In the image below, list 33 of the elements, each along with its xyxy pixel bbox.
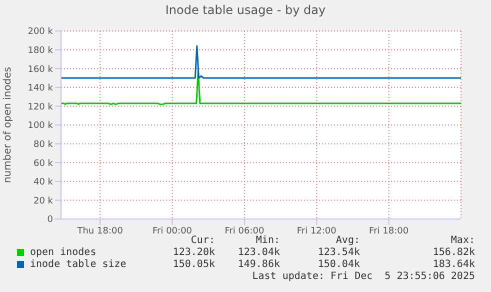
text: Last update: Fri Dec 5 23:55:06 2025 (252, 271, 475, 282)
text: 123.20k (172, 247, 215, 258)
text: Avg: (336, 235, 360, 246)
legend-label: inode table size (30, 259, 126, 270)
y-tick-label: 100 k (28, 121, 54, 132)
y-axis-title: number of open inodes (2, 66, 14, 184)
text: Cur: (190, 235, 215, 246)
text: 150.04k (318, 259, 360, 270)
text: 156.82k (432, 247, 475, 258)
y-tick-label: 180 k (28, 46, 54, 56)
y-tick-label: 120 k (28, 102, 54, 112)
y-tick-label: 200 k (28, 27, 54, 38)
y-tick-label: 160 k (28, 64, 54, 75)
text: 150.05k (172, 259, 215, 270)
text: 123.04k (238, 247, 280, 258)
x-tick-label: Thu 18:00 (76, 226, 124, 236)
y-tick-label: 60 k (33, 158, 54, 169)
x-tick-label: Fri 18:00 (369, 226, 409, 236)
x-tick-label: Fri 12:00 (296, 226, 337, 236)
x-tick-label: Fri 00:00 (152, 226, 192, 236)
y-tick-label: 40 k (33, 178, 54, 188)
y-tick-label: 80 k (33, 140, 54, 150)
x-tick-label: Fri 06:00 (224, 226, 264, 236)
y-tick-label: 0 (47, 215, 54, 226)
text: 149.86k (238, 259, 280, 270)
y-tick-label: 140 k (28, 84, 54, 94)
legend-label: open inodes (30, 247, 96, 258)
chart-title: Inode table usage - by day (164, 2, 327, 19)
y-tick-label: 20 k (33, 196, 54, 206)
text: 183.64k (432, 259, 475, 270)
text: Max: (450, 235, 475, 246)
text: Min: (256, 235, 280, 246)
text: 123.54k (318, 247, 360, 258)
